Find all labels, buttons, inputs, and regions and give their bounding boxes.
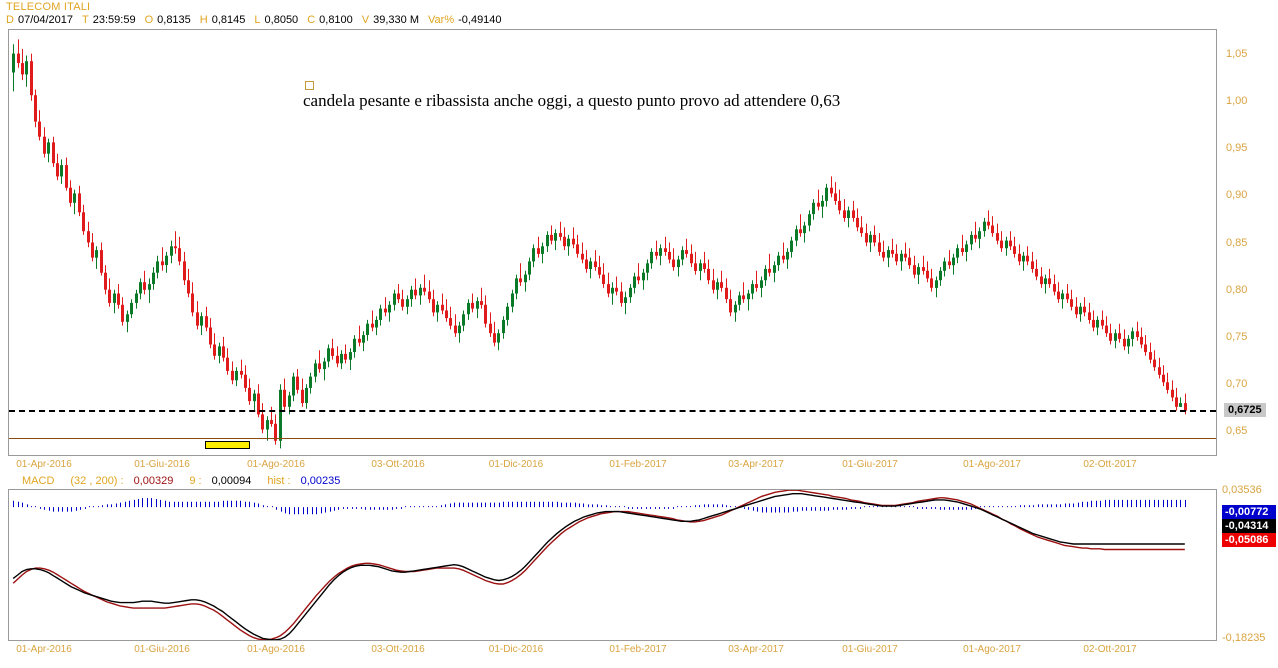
low-value: 0,8050 (264, 14, 299, 26)
macd-date-tick-6: 03-Apr-2017 (728, 644, 784, 655)
macd-date-tick-3: 03-Ott-2016 (371, 644, 425, 655)
high-label: H (199, 14, 208, 26)
open-value: 0,8135 (157, 14, 191, 26)
macd-date-tick-7: 01-Giu-2017 (842, 644, 898, 655)
price-chart-panel[interactable] (8, 29, 1217, 456)
price-date-tick-3: 03-Ott-2016 (371, 459, 425, 470)
price-date-tick-0: 01-Apr-2016 (16, 459, 72, 470)
price-date-tick-8: 01-Ago-2017 (963, 459, 1021, 470)
price-date-tick-6: 03-Apr-2017 (728, 459, 784, 470)
macd-plot (12, 490, 1186, 640)
quote-summary-bar: D 07/04/2017 T 23:59:59 O 0,8135 H 0,8145 L 0,805… (6, 14, 502, 26)
volume-label: V (361, 14, 370, 26)
macd-date-tick-2: 01-Ago-2016 (247, 644, 305, 655)
close-value: 0,8100 (319, 14, 353, 26)
instrument-title: TELECOM ITALI (6, 1, 91, 13)
volume-value: 39,330 M (373, 14, 420, 26)
macd-hist-value: 0,00235 (300, 475, 341, 487)
price-tick-2: 0,95 (1226, 142, 1248, 154)
macd-tick-min: -0,18235 (1222, 632, 1266, 644)
price-date-tick-4: 01-Dic-2016 (488, 459, 544, 470)
macd-signal-value: 0,00094 (211, 475, 252, 487)
price-tick-0: 1,05 (1226, 48, 1248, 60)
macd-value: 0,00329 (133, 475, 174, 487)
price-tick-6: 0,75 (1226, 331, 1248, 343)
macd-value-badge-0: -0,00772 (1222, 505, 1276, 519)
chart-annotation-text[interactable]: candela pesante e ribassista anche oggi,… (303, 91, 841, 110)
macd-axis: 0,03536 -0,18235 -0,00772 -0,04314 -0,05086 (1220, 484, 1278, 644)
price-date-tick-7: 01-Giu-2017 (842, 459, 898, 470)
macd-date-axis: 01-Apr-2016 01-Giu-2016 01-Ago-2016 03-Ott-… (0, 644, 1220, 658)
macd-date-tick-9: 02-Ott-2017 (1083, 644, 1137, 655)
macd-hist-label: hist : (267, 475, 291, 487)
price-date-tick-5: 01-Feb-2017 (609, 459, 667, 470)
macd-date-tick-8: 01-Ago-2017 (963, 644, 1021, 655)
macd-value-badge-2: -0,05086 (1222, 533, 1276, 547)
varpct-label: Var% (428, 14, 455, 26)
macd-params: (32 , 200) : (70, 475, 124, 487)
price-tick-4: 0,85 (1226, 237, 1248, 249)
varpct-value: -0,49140 (458, 14, 502, 26)
price-tick-3: 0,90 (1226, 189, 1248, 201)
price-tick-8: 0,65 (1226, 425, 1248, 437)
macd-label: MACD (22, 475, 55, 487)
current-price-badge: 0,6725 (1224, 403, 1266, 417)
close-label: C (307, 14, 316, 26)
time-label: T (82, 14, 89, 26)
macd-header: MACD (32 , 200) : 0,00329 9 : 0,00094 hist : 0… (22, 475, 340, 487)
macd-date-tick-4: 01-Dic-2016 (488, 644, 544, 655)
price-tick-5: 0,80 (1226, 284, 1248, 296)
macd-date-tick-5: 01-Feb-2017 (609, 644, 667, 655)
price-tick-1: 1,00 (1226, 95, 1248, 107)
open-label: O (144, 14, 154, 26)
price-date-tick-2: 01-Ago-2016 (247, 459, 305, 470)
pivot-low-highlight[interactable] (205, 441, 250, 449)
macd-tick-max: 0,03536 (1222, 484, 1262, 496)
date-label: D (6, 14, 14, 26)
price-date-tick-1: 01-Giu-2016 (134, 459, 190, 470)
macd-date-tick-1: 01-Giu-2016 (134, 644, 190, 655)
price-date-tick-9: 02-Ott-2017 (1083, 459, 1137, 470)
low-label: L (254, 14, 261, 26)
price-date-axis: 01-Apr-2016 01-Giu-2016 01-Ago-2016 03-Ott-… (0, 459, 1220, 473)
current-price-line (9, 410, 1216, 412)
date-value: 07/04/2017 (17, 14, 74, 26)
support-line (9, 438, 1216, 439)
price-axis: 1,05 1,00 0,95 0,90 0,85 0,80 0,75 0,70 0,65 0,67… (1220, 29, 1278, 459)
candlestick-plot (12, 39, 1187, 449)
macd-date-tick-0: 01-Apr-2016 (16, 644, 72, 655)
macd-value-badge-1: -0,04314 (1222, 519, 1276, 533)
square-marker-icon[interactable] (305, 81, 314, 90)
price-tick-7: 0,70 (1226, 378, 1248, 390)
macd-chart-panel[interactable] (8, 489, 1217, 641)
macd-signal-label: 9 : (189, 475, 202, 487)
high-value: 0,8145 (211, 14, 246, 26)
time-value: 23:59:59 (92, 14, 136, 26)
